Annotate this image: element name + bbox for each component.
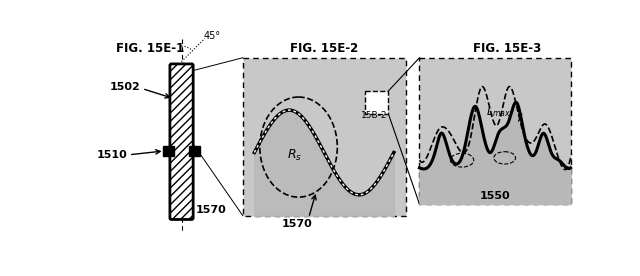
- Text: 1570: 1570: [282, 219, 312, 229]
- Text: 1570: 1570: [195, 205, 226, 215]
- Text: $R_s$: $R_s$: [287, 148, 302, 163]
- Bar: [189, 145, 200, 156]
- Text: FIG. 15E-1: FIG. 15E-1: [116, 42, 184, 55]
- Text: 1510: 1510: [97, 150, 127, 160]
- Text: FIG. 15E-3: FIG. 15E-3: [472, 42, 541, 55]
- Bar: [243, 58, 406, 216]
- Text: 1502: 1502: [109, 82, 140, 92]
- Bar: [419, 58, 571, 204]
- Text: 45°: 45°: [204, 31, 220, 41]
- Bar: [365, 91, 388, 114]
- Text: 15B-2: 15B-2: [362, 111, 388, 120]
- Text: $L_{max}$: $L_{max}$: [486, 105, 511, 119]
- FancyBboxPatch shape: [170, 64, 193, 219]
- Text: FIG. 15E-2: FIG. 15E-2: [290, 42, 358, 55]
- Text: 1550: 1550: [480, 191, 510, 201]
- Bar: [163, 145, 174, 156]
